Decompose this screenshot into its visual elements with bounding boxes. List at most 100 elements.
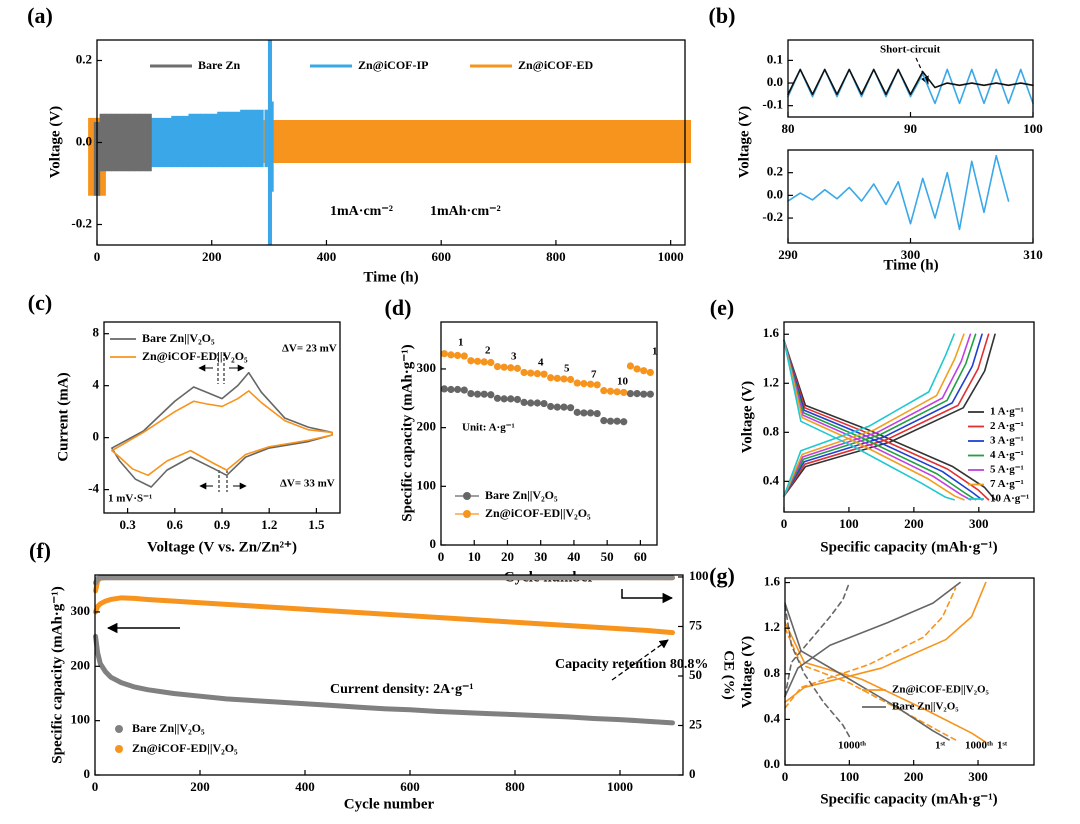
- data-point: [600, 416, 608, 425]
- data-point: [567, 404, 575, 412]
- y2-tick-label: 25: [689, 716, 703, 731]
- x-tick-label: 100: [840, 769, 860, 784]
- panel-label: (f): [29, 538, 51, 563]
- y-axis-label: Voltage (V): [739, 636, 755, 708]
- x-tick-label: 1000: [658, 249, 684, 264]
- data-line: [783, 333, 955, 501]
- data-point: [586, 380, 595, 388]
- data-point: [527, 399, 535, 407]
- data-point: [633, 389, 641, 398]
- y-tick-label: 0.4: [763, 472, 780, 487]
- annotation: Current density: 2A·g⁻¹: [330, 682, 474, 697]
- x-tick-label: 80: [782, 121, 795, 136]
- y2-tick-label: 50: [689, 667, 702, 682]
- y2-tick-label: 100: [689, 568, 709, 583]
- x-tick-label: 400: [295, 779, 315, 794]
- data-line: [783, 333, 965, 501]
- data-point: [553, 374, 561, 382]
- data-point: [573, 408, 581, 416]
- annotation: Short-circuit: [880, 44, 941, 56]
- x-axis-label: Time (h): [883, 257, 938, 273]
- data-line: [783, 333, 996, 501]
- data-point: [520, 368, 528, 377]
- x-tick-label: 30: [534, 549, 547, 564]
- annotation: Capacity retention 80.8%: [555, 657, 708, 672]
- x-tick-label: 0.3: [119, 517, 136, 532]
- data-point: [473, 390, 482, 398]
- y2-axis-label: CE (%): [721, 650, 737, 700]
- y-tick-label: 0: [93, 429, 100, 444]
- x-tick-label: 100: [839, 516, 859, 531]
- x-tick-label: 200: [904, 516, 924, 531]
- y-tick-label: 0.0: [767, 74, 783, 89]
- data-point: [447, 351, 455, 359]
- data-point: [640, 367, 648, 375]
- data-point: [467, 357, 475, 365]
- y-axis-label: Specific capacity (mAh·g⁻¹): [49, 586, 65, 763]
- y-axis-label: Voltage (V): [47, 106, 63, 178]
- data-point: [507, 364, 515, 372]
- annotation: 1mAh·cm⁻²: [430, 204, 501, 219]
- data-point: [500, 363, 508, 371]
- data-point: [613, 388, 621, 396]
- data-point: [487, 358, 495, 367]
- data-line: [783, 333, 990, 501]
- legend-label: Zn@iCOF-IP: [358, 58, 429, 72]
- annotation: 1: [458, 337, 464, 349]
- data-point: [553, 403, 561, 411]
- legend-label: Bare Zn||V₂O₅: [132, 721, 205, 735]
- legend-swatch: [463, 510, 471, 518]
- data-point: [586, 409, 595, 417]
- plot-frame: [440, 321, 658, 546]
- legend-label: 10 A·g⁻¹: [990, 493, 1029, 505]
- y-tick-label: 4: [93, 377, 100, 392]
- data-point: [454, 385, 462, 394]
- data-point: [513, 364, 522, 372]
- x-tick-label: 1.2: [261, 517, 277, 532]
- panel-label: (g): [709, 563, 735, 588]
- y-tick-label: 100: [417, 477, 437, 492]
- x-tick-label: 10: [468, 549, 481, 564]
- data-point: [513, 395, 522, 404]
- y-tick-label: 1.2: [763, 374, 779, 389]
- x-tick-label: 20: [501, 549, 514, 564]
- y-tick-label: 1.2: [764, 619, 780, 634]
- y-tick-label: 0.0: [767, 186, 783, 201]
- data-point: [460, 386, 468, 394]
- x-tick-label: 0.6: [167, 517, 184, 532]
- x-tick-label: 100: [1023, 121, 1043, 136]
- data-line: [783, 333, 983, 501]
- data-point: [533, 370, 541, 378]
- annotation: 2: [485, 345, 491, 357]
- data-point: [473, 357, 482, 365]
- data-point: [620, 388, 628, 397]
- y-tick-label: 0: [430, 536, 437, 551]
- data-point: [560, 375, 568, 383]
- annotation: 1ˢᵗ: [997, 740, 1008, 752]
- y2-tick-label: 75: [689, 617, 703, 632]
- y-tick-label: -0.2: [762, 209, 783, 224]
- data-point: [580, 380, 588, 388]
- data-point: [493, 394, 502, 402]
- x-tick-label: 800: [505, 779, 525, 794]
- y-tick-label: -0.2: [71, 215, 92, 230]
- y-axis-label: Current (mA): [55, 372, 71, 461]
- y-tick-label: 0: [84, 766, 91, 781]
- plot-frame: [94, 574, 684, 776]
- data-point: [533, 399, 541, 407]
- annotation: Unit: A·g⁻¹: [462, 422, 515, 434]
- retention-arrow: [611, 639, 669, 681]
- y-tick-label: 0.0: [76, 133, 92, 148]
- data-point: [540, 370, 548, 378]
- x-tick-label: 0: [92, 779, 99, 794]
- legend-label: Zn@iCOF-ED: [518, 58, 594, 72]
- y-tick-label: 1.6: [764, 574, 781, 589]
- y2-tick-label: 0: [689, 766, 696, 781]
- x-tick-label: 40: [567, 549, 580, 564]
- data-line: [784, 581, 961, 741]
- x-tick-label: 0: [438, 549, 445, 564]
- y-tick-label: 0.8: [764, 665, 781, 680]
- data-line: [784, 581, 987, 743]
- data-point: [493, 363, 502, 371]
